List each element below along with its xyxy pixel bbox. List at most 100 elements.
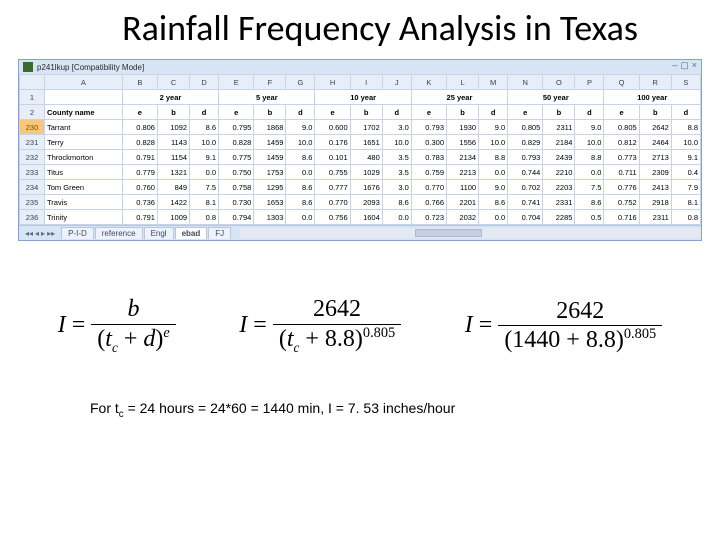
data-cell[interactable]: 0.702 [508, 180, 543, 195]
data-cell[interactable]: 2203 [543, 180, 575, 195]
data-cell[interactable]: 0.741 [508, 195, 543, 210]
data-cell[interactable]: 1653 [254, 195, 286, 210]
county-cell[interactable]: Throckmorton [45, 150, 123, 165]
data-cell[interactable]: 0.755 [315, 165, 350, 180]
col-header[interactable]: I [350, 75, 382, 90]
data-cell[interactable]: 1143 [157, 135, 189, 150]
scroll-thumb[interactable] [415, 229, 482, 237]
data-cell[interactable]: 1930 [447, 120, 479, 135]
data-cell[interactable]: 1556 [447, 135, 479, 150]
col-header[interactable]: D [190, 75, 219, 90]
data-cell[interactable]: 0.773 [604, 150, 639, 165]
subheader-cell[interactable]: e [508, 105, 543, 120]
data-cell[interactable]: 7.5 [575, 180, 604, 195]
subheader-cell[interactable]: e [604, 105, 639, 120]
data-cell[interactable]: 8.8 [479, 150, 508, 165]
data-cell[interactable]: 1100 [447, 180, 479, 195]
row-header[interactable]: 232 [20, 150, 45, 165]
data-cell[interactable]: 0.812 [604, 135, 639, 150]
data-cell[interactable]: 1422 [157, 195, 189, 210]
data-cell[interactable]: 0.779 [122, 165, 157, 180]
col-header[interactable]: J [382, 75, 411, 90]
data-cell[interactable]: 0.0 [575, 165, 604, 180]
data-cell[interactable]: 1676 [350, 180, 382, 195]
subheader-cell[interactable]: e [315, 105, 350, 120]
tab-nav-last-icon[interactable]: ▸▸ [47, 229, 55, 238]
data-cell[interactable]: 0.770 [315, 195, 350, 210]
data-cell[interactable]: 0.758 [219, 180, 254, 195]
data-cell[interactable]: 0.775 [219, 150, 254, 165]
data-cell[interactable]: 0.723 [411, 210, 446, 225]
data-cell[interactable]: 2311 [639, 210, 671, 225]
county-name-header[interactable]: County name [45, 105, 123, 120]
data-cell[interactable]: 0.730 [219, 195, 254, 210]
subheader-cell[interactable]: e [122, 105, 157, 120]
data-cell[interactable]: 8.6 [575, 195, 604, 210]
data-cell[interactable]: 3.5 [382, 165, 411, 180]
data-cell[interactable]: 1295 [254, 180, 286, 195]
data-cell[interactable]: 0.8 [671, 210, 700, 225]
data-cell[interactable]: 0.600 [315, 120, 350, 135]
subheader-cell[interactable]: b [157, 105, 189, 120]
data-cell[interactable]: 0.829 [508, 135, 543, 150]
data-cell[interactable]: 0.752 [604, 195, 639, 210]
data-cell[interactable]: 8.6 [286, 180, 315, 195]
data-cell[interactable]: 0.805 [508, 120, 543, 135]
county-cell[interactable]: Terry [45, 135, 123, 150]
data-cell[interactable]: 2093 [350, 195, 382, 210]
data-cell[interactable]: 0.736 [122, 195, 157, 210]
year-header-cell[interactable]: 50 year [508, 90, 604, 105]
county-cell[interactable]: Trinity [45, 210, 123, 225]
subheader-cell[interactable]: d [382, 105, 411, 120]
data-cell[interactable]: 2439 [543, 150, 575, 165]
county-cell[interactable]: Tarrant [45, 120, 123, 135]
data-cell[interactable]: 0.828 [122, 135, 157, 150]
close-icon[interactable]: × [692, 61, 697, 70]
data-cell[interactable]: 0.828 [219, 135, 254, 150]
subheader-cell[interactable]: b [254, 105, 286, 120]
row-header[interactable]: 230 [20, 120, 45, 135]
subheader-cell[interactable]: b [543, 105, 575, 120]
data-cell[interactable]: 9.0 [479, 120, 508, 135]
min-icon[interactable]: – [672, 61, 677, 70]
data-cell[interactable]: 0.777 [315, 180, 350, 195]
col-header[interactable]: H [315, 75, 350, 90]
tab-nav-next-icon[interactable]: ▸ [41, 229, 45, 238]
data-cell[interactable]: 0.759 [411, 165, 446, 180]
row-header[interactable]: 235 [20, 195, 45, 210]
col-header[interactable]: E [219, 75, 254, 90]
county-cell[interactable]: Titus [45, 165, 123, 180]
data-cell[interactable]: 8.1 [190, 195, 219, 210]
col-header[interactable]: P [575, 75, 604, 90]
data-cell[interactable]: 8.6 [286, 150, 315, 165]
data-cell[interactable]: 8.6 [190, 120, 219, 135]
data-cell[interactable]: 0.0 [479, 165, 508, 180]
subheader-cell[interactable]: d [479, 105, 508, 120]
subheader-cell[interactable]: d [190, 105, 219, 120]
data-cell[interactable]: 2134 [447, 150, 479, 165]
data-cell[interactable]: 9.0 [479, 180, 508, 195]
data-cell[interactable]: 0.770 [411, 180, 446, 195]
data-cell[interactable]: 1154 [157, 150, 189, 165]
county-cell[interactable]: Tom Green [45, 180, 123, 195]
data-cell[interactable]: 9.1 [190, 150, 219, 165]
data-cell[interactable]: 1702 [350, 120, 382, 135]
col-header[interactable]: S [671, 75, 700, 90]
data-cell[interactable]: 2918 [639, 195, 671, 210]
county-cell[interactable]: Travis [45, 195, 123, 210]
col-header[interactable]: A [45, 75, 123, 90]
data-cell[interactable]: 1604 [350, 210, 382, 225]
col-header[interactable]: K [411, 75, 446, 90]
year-header-cell[interactable]: 10 year [315, 90, 411, 105]
data-cell[interactable]: 0.783 [411, 150, 446, 165]
row-header[interactable]: 233 [20, 165, 45, 180]
data-cell[interactable]: 0.5 [575, 210, 604, 225]
sheet-tab[interactable]: ebad [175, 227, 208, 239]
data-cell[interactable]: 8.6 [479, 195, 508, 210]
corner-cell[interactable] [20, 75, 45, 90]
sheet-tab[interactable]: FJ [208, 227, 231, 239]
subheader-cell[interactable]: d [671, 105, 700, 120]
data-cell[interactable]: 0.750 [219, 165, 254, 180]
sheet-tab[interactable]: P-I-D [61, 227, 94, 239]
data-cell[interactable]: 10.0 [286, 135, 315, 150]
